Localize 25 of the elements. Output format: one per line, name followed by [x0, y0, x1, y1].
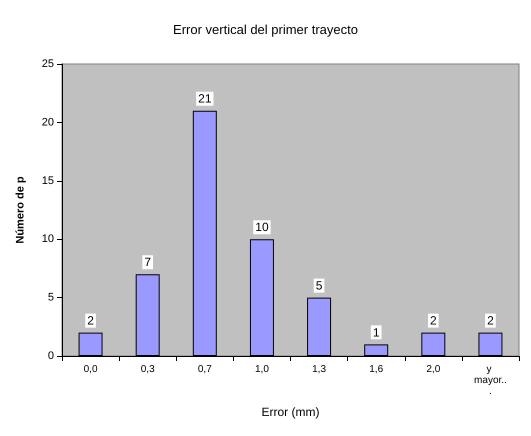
y-tick-label: 10: [42, 233, 54, 246]
data-label: 5: [316, 278, 323, 293]
x-tick-label: 0,7: [198, 364, 212, 375]
y-tick-label: 5: [48, 292, 54, 304]
x-tick-label: 0,0: [84, 364, 98, 375]
data-label: 2: [430, 314, 437, 328]
x-tick-label: 0,3: [140, 364, 156, 375]
x-tick-label: y mayor...: [474, 364, 507, 397]
data-label: 10: [255, 220, 269, 234]
data-label: 1: [372, 325, 380, 340]
y-tick-label: 15: [42, 174, 54, 187]
y-axis-title: Número de p: [14, 176, 26, 244]
data-label: 7: [144, 255, 152, 270]
x-tick-label: 2,0: [426, 364, 441, 375]
chart-title: Error vertical del primer trayecto: [173, 22, 358, 37]
y-tick-label: 25: [42, 58, 54, 70]
data-label: 2: [487, 314, 494, 328]
y-tick-label: 20: [42, 116, 54, 128]
y-tick-label: 0: [48, 350, 54, 362]
data-label: 2: [87, 314, 94, 328]
x-tick-label: 1,0: [254, 364, 270, 375]
data-label: 21: [198, 92, 212, 106]
x-tick-label: 1,6: [369, 364, 384, 375]
x-axis-title: Error (mm): [262, 405, 320, 419]
x-tick-label: 1,3: [312, 364, 326, 375]
